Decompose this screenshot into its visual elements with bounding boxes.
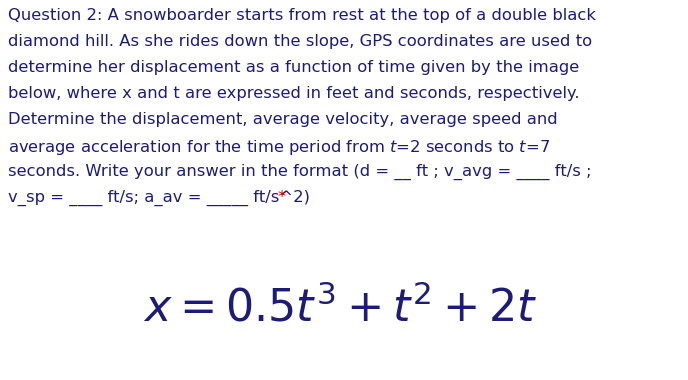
Text: diamond hill. As she rides down the slope, GPS coordinates are used to: diamond hill. As she rides down the slop… [8, 34, 592, 49]
Text: *: * [278, 190, 286, 205]
Text: $x = 0.5t^3 + t^2 + 2t$: $x = 0.5t^3 + t^2 + 2t$ [143, 286, 537, 330]
Text: v_sp = ____ ft/s; a_av = _____ ft/s^2): v_sp = ____ ft/s; a_av = _____ ft/s^2) [8, 190, 315, 206]
Text: average acceleration for the time period from $\mathit{t}$=2 seconds to $\mathit: average acceleration for the time period… [8, 138, 550, 157]
Text: determine her displacement as a function of time given by the image: determine her displacement as a function… [8, 60, 579, 75]
Text: below, where x and t are expressed in feet and seconds, respectively.: below, where x and t are expressed in fe… [8, 86, 579, 101]
Text: Question 2: A snowboarder starts from rest at the top of a double black: Question 2: A snowboarder starts from re… [8, 8, 596, 23]
Text: Determine the displacement, average velocity, average speed and: Determine the displacement, average velo… [8, 112, 558, 127]
Text: seconds. Write your answer in the format (d = __ ft ; v_avg = ____ ft/s ;: seconds. Write your answer in the format… [8, 164, 592, 180]
